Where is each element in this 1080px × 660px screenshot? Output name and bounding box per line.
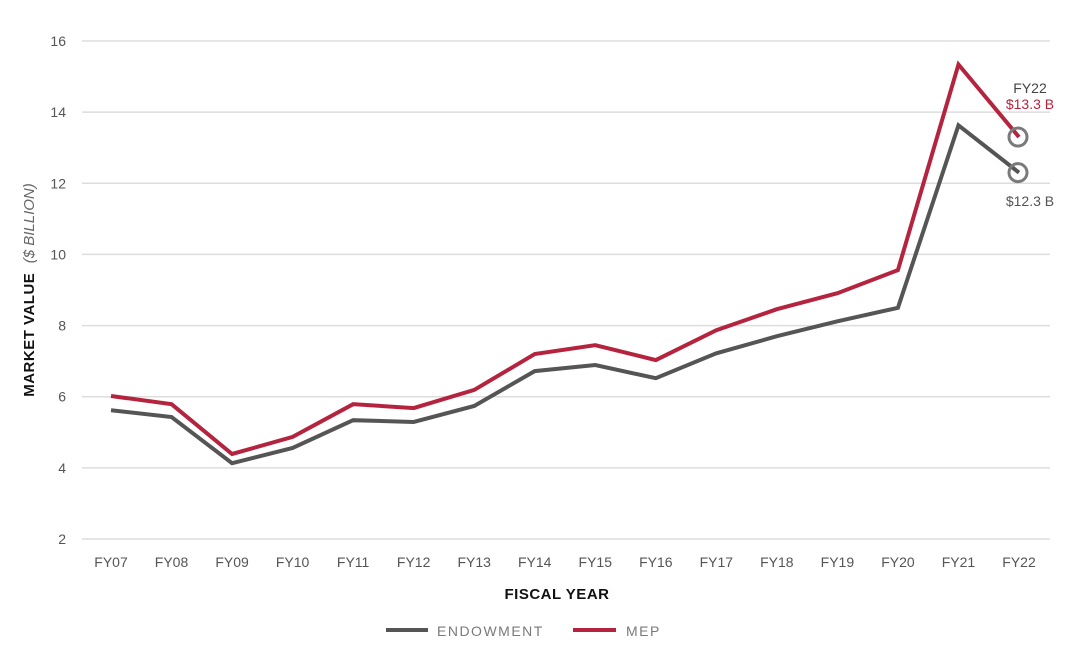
y-tick-labels: 2 4 6 8 10 12 14 16 xyxy=(50,33,66,547)
x-tick-label: FY10 xyxy=(276,554,310,570)
x-tick-label: FY19 xyxy=(821,554,855,570)
series-lines xyxy=(110,60,1021,466)
y-axis-title: MARKET VALUE ($ BILLION) xyxy=(21,183,38,397)
x-tick-labels: FY07 FY08 FY09 FY10 FY11 FY12 FY13 FY14 FY15 FY16… xyxy=(94,554,1036,570)
endpoint-marker-mep xyxy=(1007,126,1029,148)
y-tick-label: 4 xyxy=(58,460,66,476)
y-tick-label: 16 xyxy=(50,33,66,49)
x-tick-label: FY17 xyxy=(700,554,734,570)
series-line-mep xyxy=(110,60,1021,457)
y-axis-title-main: MARKET VALUE xyxy=(21,273,38,397)
y-tick-label: 14 xyxy=(50,104,66,120)
x-tick-label: FY07 xyxy=(94,554,128,570)
y-tick-label: 12 xyxy=(50,175,66,191)
legend: ENDOWMENT MEP xyxy=(386,623,661,639)
annotation-mep-value: $13.3 B xyxy=(1006,96,1054,112)
x-tick-label: FY20 xyxy=(881,554,915,570)
y-tick-label: 10 xyxy=(50,246,66,262)
x-tick-label: FY08 xyxy=(155,554,189,570)
gridlines xyxy=(82,40,1050,540)
y-axis-title-unit: ($ BILLION) xyxy=(21,183,38,263)
annotation-endowment-value: $12.3 B xyxy=(1006,193,1054,209)
x-axis-title: FISCAL YEAR xyxy=(505,586,610,603)
x-tick-label: FY18 xyxy=(760,554,794,570)
x-tick-label: FY22 xyxy=(1002,554,1036,570)
legend-label-mep: MEP xyxy=(626,623,661,639)
x-tick-label: FY12 xyxy=(397,554,431,570)
endpoint-marker-endowment xyxy=(1007,162,1029,184)
x-tick-label: FY15 xyxy=(579,554,613,570)
y-tick-label: 8 xyxy=(58,318,66,334)
series-line-endowment xyxy=(110,121,1021,466)
x-tick-label: FY14 xyxy=(518,554,552,570)
x-tick-label: FY21 xyxy=(942,554,976,570)
endpoint-markers xyxy=(1007,126,1029,184)
legend-label-endowment: ENDOWMENT xyxy=(437,623,544,639)
x-tick-label: FY13 xyxy=(457,554,491,570)
y-tick-label: 2 xyxy=(58,531,66,547)
x-tick-label: FY16 xyxy=(639,554,673,570)
x-tick-label: FY11 xyxy=(337,554,370,570)
y-tick-label: 6 xyxy=(58,389,66,405)
x-tick-label: FY09 xyxy=(215,554,249,570)
annotation-year: FY22 xyxy=(1013,80,1047,96)
